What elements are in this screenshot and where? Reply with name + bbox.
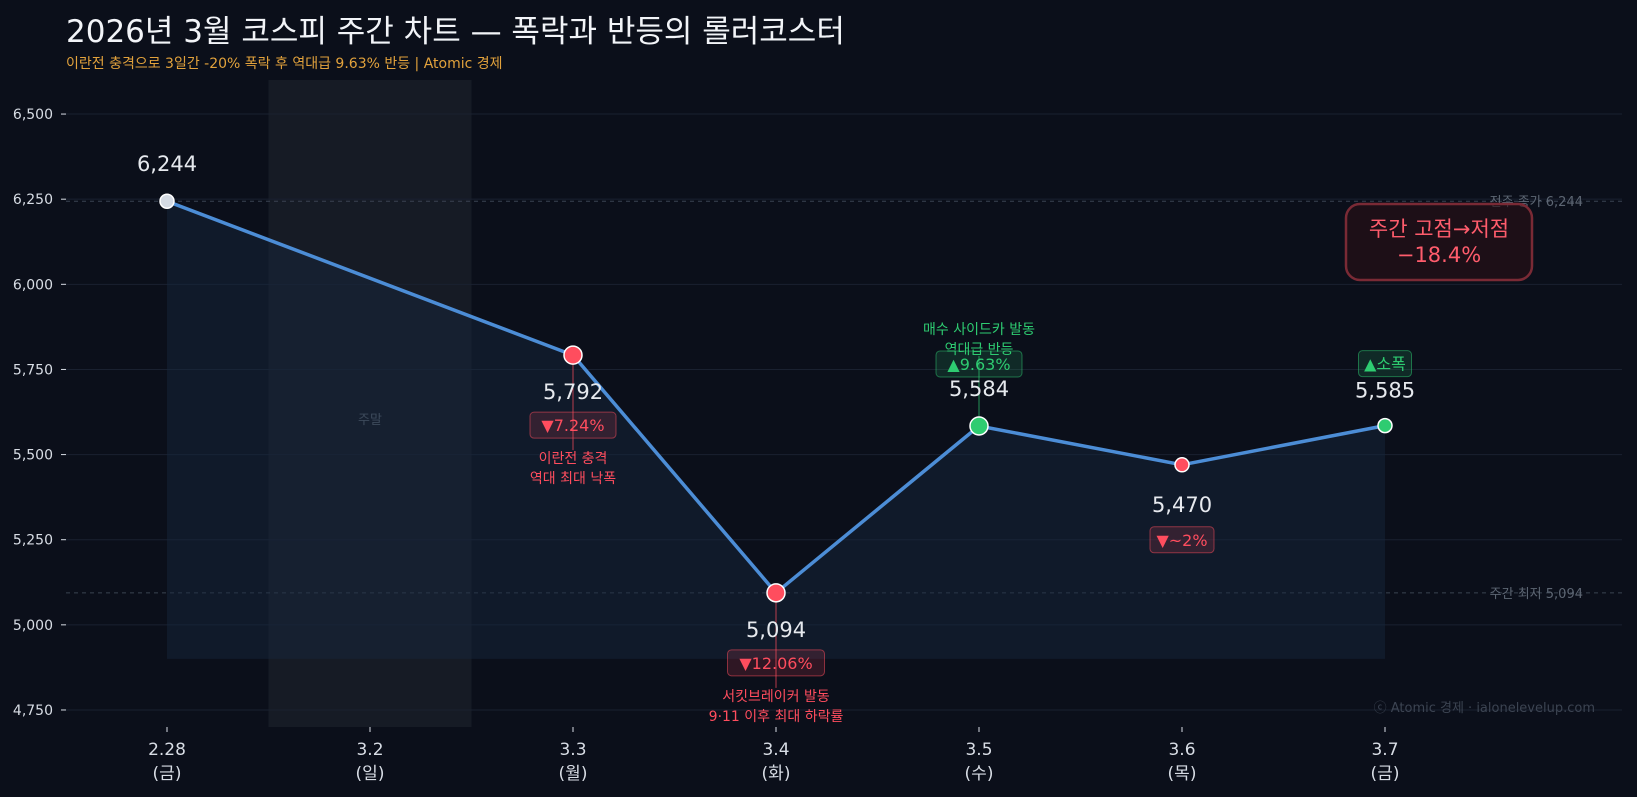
value-label: 5,094	[746, 618, 806, 642]
x-tick-date: 3.7	[1371, 740, 1398, 760]
change-badge	[727, 649, 825, 677]
value-label: 6,244	[137, 152, 197, 176]
x-tick-date: 3.6	[1168, 740, 1195, 760]
value-label: 5,584	[949, 377, 1009, 401]
chart-title: 2026년 3월 코스피 주간 차트 — 폭락과 반등의 롤러코스터	[66, 14, 845, 50]
series-line	[166, 199, 1386, 595]
y-tick-label: 5,500	[13, 448, 53, 464]
x-tick-day: (화)	[762, 764, 791, 784]
annotation-note: 9·11 이후 최대 하락률	[709, 709, 844, 725]
x-tick-date: 3.5	[965, 740, 992, 760]
x-tick-date: 2.28	[148, 740, 186, 760]
x-tick-day: (일)	[356, 764, 385, 784]
x-tick-date: 3.4	[762, 740, 789, 760]
data-point	[563, 345, 583, 365]
y-tick-label: 5,250	[13, 533, 53, 549]
data-point	[159, 193, 175, 209]
y-tick-label: 4,750	[13, 703, 53, 719]
summary-box-title: 주간 고점→저점	[1369, 217, 1509, 241]
change-badge-text: ▼~2%	[1156, 531, 1207, 550]
data-point	[1174, 457, 1190, 473]
change-badge	[1149, 526, 1215, 554]
value-label: 5,585	[1355, 379, 1415, 403]
y-tick-label: 6,250	[13, 192, 53, 208]
change-badge-text: ▼12.06%	[739, 654, 812, 673]
annotation-note: 역대급 반등	[945, 342, 1014, 358]
change-badge	[529, 411, 617, 439]
x-tick-day: (목)	[1168, 764, 1197, 784]
x-tick-day: (수)	[965, 764, 994, 784]
y-tick-label: 6,000	[13, 277, 53, 293]
x-tick-day: (금)	[153, 764, 182, 784]
annotation-note: 이란전 충격	[539, 451, 608, 467]
x-tick-date: 3.2	[356, 740, 383, 760]
data-point	[766, 583, 786, 603]
change-badge	[1358, 350, 1412, 378]
series-area	[167, 201, 1385, 659]
summary-box	[1344, 202, 1534, 282]
change-badge	[935, 350, 1023, 378]
annotation-note: 매수 사이드카 발동	[923, 322, 1035, 338]
chart-subtitle: 이란전 충격으로 3일간 -20% 폭락 후 역대급 9.63% 반등 | At…	[66, 56, 503, 72]
annotation-note: 역대 최대 낙폭	[530, 471, 616, 487]
weekend-label: 주말	[358, 413, 382, 428]
y-tick-label: 6,500	[13, 107, 53, 123]
change-badge-text: ▲9.63%	[947, 355, 1010, 374]
change-badge-text: ▼7.24%	[541, 416, 604, 435]
data-point	[969, 416, 989, 436]
y-tick-label: 5,000	[13, 618, 53, 634]
watermark: ⓒ Atomic 경제 · ialonelevelup.com	[1374, 701, 1595, 716]
weekend-band	[268, 80, 472, 727]
summary-box-value: −18.4%	[1397, 243, 1481, 267]
reference-line-label: 주간 최저 5,094	[1490, 587, 1583, 602]
data-point	[1377, 417, 1393, 434]
x-tick-day: (금)	[1371, 764, 1400, 784]
value-label: 5,792	[543, 380, 603, 404]
change-badge-text: ▲소폭	[1364, 355, 1406, 374]
annotation-note: 서킷브레이커 발동	[722, 689, 830, 705]
value-label: 5,470	[1152, 493, 1212, 517]
y-tick-label: 5,750	[13, 362, 53, 378]
x-tick-date: 3.3	[559, 740, 586, 760]
x-tick-day: (월)	[559, 764, 588, 784]
